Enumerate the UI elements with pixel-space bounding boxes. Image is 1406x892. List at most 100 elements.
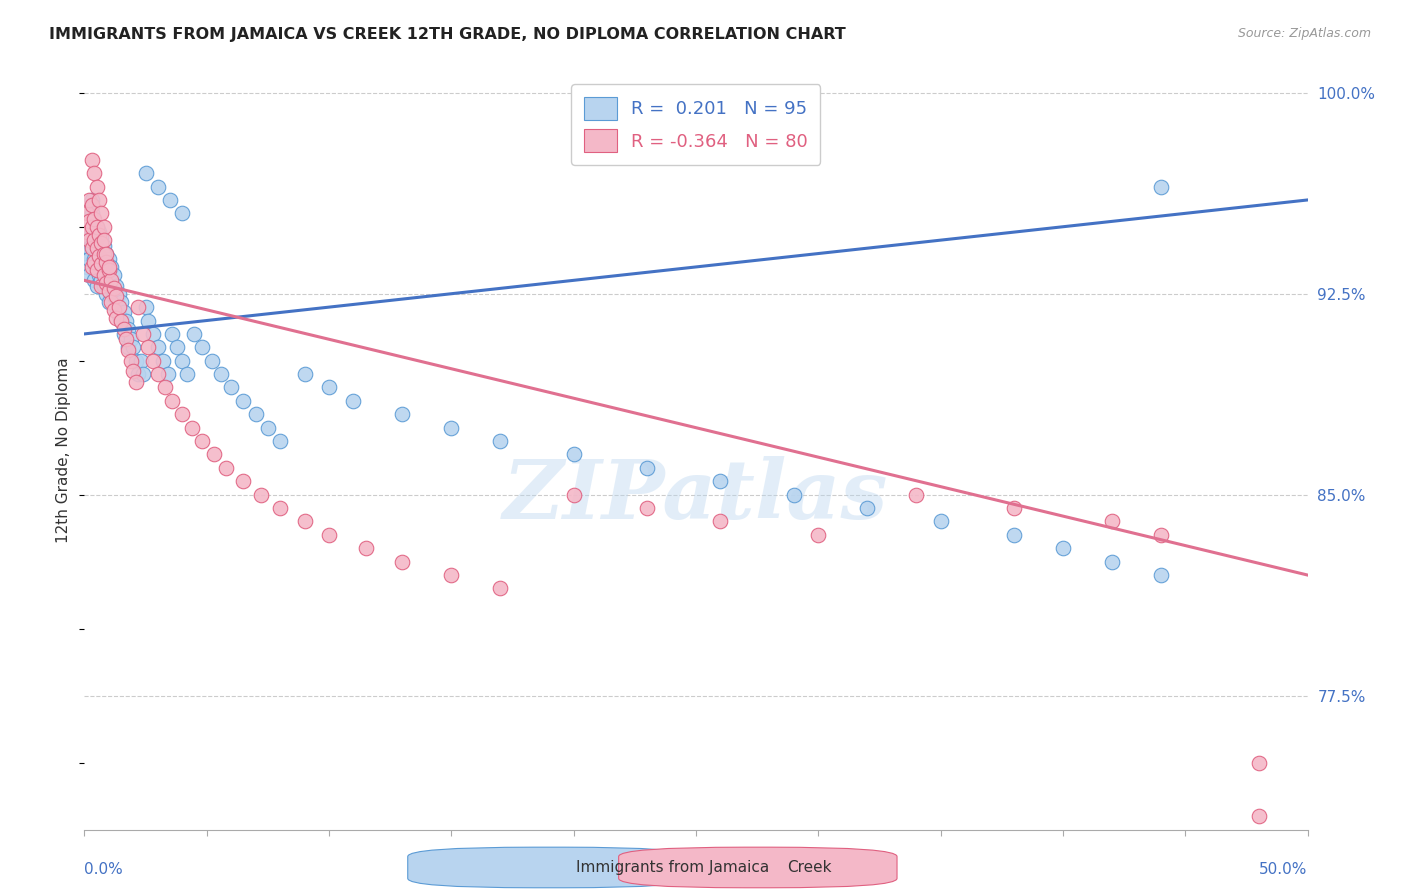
Point bbox=[232, 475, 254, 489]
Point bbox=[709, 475, 731, 489]
Point bbox=[87, 225, 110, 239]
FancyBboxPatch shape bbox=[619, 847, 897, 888]
Point bbox=[83, 211, 105, 226]
Point bbox=[146, 340, 169, 354]
Point bbox=[110, 313, 132, 327]
Point bbox=[86, 179, 108, 194]
Point bbox=[100, 294, 122, 309]
Point bbox=[1247, 756, 1270, 770]
Legend: R =  0.201   N = 95, R = -0.364   N = 80: R = 0.201 N = 95, R = -0.364 N = 80 bbox=[571, 84, 821, 165]
Point bbox=[153, 380, 176, 394]
Point bbox=[318, 528, 340, 542]
Point bbox=[107, 300, 129, 314]
Point bbox=[80, 198, 103, 212]
Point bbox=[1002, 501, 1025, 516]
Point bbox=[122, 340, 145, 354]
Point bbox=[86, 219, 108, 234]
Point bbox=[440, 420, 463, 434]
Text: Source: ZipAtlas.com: Source: ZipAtlas.com bbox=[1237, 27, 1371, 40]
Point bbox=[93, 257, 115, 271]
Point bbox=[905, 488, 928, 502]
Point bbox=[172, 353, 194, 368]
Point bbox=[83, 252, 105, 266]
Point bbox=[391, 555, 413, 569]
Point bbox=[269, 501, 291, 516]
Point bbox=[110, 313, 132, 327]
Point bbox=[97, 294, 120, 309]
Point bbox=[117, 343, 139, 357]
Point bbox=[1002, 528, 1025, 542]
Point bbox=[77, 193, 100, 207]
Point bbox=[100, 281, 122, 295]
Point bbox=[83, 273, 105, 287]
Point bbox=[87, 227, 110, 242]
Point bbox=[87, 193, 110, 207]
Point bbox=[191, 434, 214, 448]
Point bbox=[77, 233, 100, 247]
Point bbox=[100, 260, 122, 274]
Point bbox=[107, 308, 129, 322]
Point bbox=[856, 501, 879, 516]
Point bbox=[90, 230, 112, 244]
Point bbox=[135, 166, 157, 180]
Point bbox=[93, 268, 115, 282]
Point bbox=[117, 321, 139, 335]
Point bbox=[257, 420, 280, 434]
Point bbox=[115, 332, 138, 346]
Point bbox=[96, 276, 118, 290]
Point bbox=[1052, 541, 1074, 556]
Point bbox=[219, 380, 242, 394]
Point bbox=[249, 488, 271, 502]
Point bbox=[103, 302, 125, 317]
Text: Creek: Creek bbox=[787, 860, 832, 875]
Point bbox=[86, 257, 108, 271]
Point bbox=[97, 262, 120, 277]
Point bbox=[120, 332, 142, 346]
Point bbox=[132, 367, 155, 381]
Point bbox=[77, 214, 100, 228]
Point bbox=[77, 233, 100, 247]
Point bbox=[93, 219, 115, 234]
Point bbox=[83, 254, 105, 268]
Point bbox=[76, 260, 98, 274]
Point bbox=[93, 278, 115, 293]
Point bbox=[636, 501, 658, 516]
Point bbox=[100, 273, 122, 287]
Point bbox=[245, 407, 267, 421]
Point bbox=[122, 364, 145, 378]
Point bbox=[146, 367, 169, 381]
Point bbox=[135, 300, 157, 314]
Point bbox=[93, 233, 115, 247]
Point bbox=[172, 206, 194, 220]
Point bbox=[83, 230, 105, 244]
Point bbox=[86, 219, 108, 234]
Point bbox=[1150, 528, 1173, 542]
Point bbox=[783, 488, 806, 502]
Point bbox=[191, 340, 214, 354]
Point bbox=[80, 219, 103, 234]
Point bbox=[87, 268, 110, 282]
Point bbox=[117, 340, 139, 354]
Point bbox=[709, 515, 731, 529]
Point bbox=[136, 313, 159, 327]
Point bbox=[125, 353, 148, 368]
Point bbox=[162, 393, 184, 408]
Point bbox=[1150, 568, 1173, 582]
Point bbox=[97, 273, 120, 287]
Point bbox=[105, 300, 128, 314]
Point bbox=[156, 367, 179, 381]
Point bbox=[97, 260, 120, 274]
Point bbox=[391, 407, 413, 421]
Point bbox=[115, 313, 138, 327]
Point bbox=[166, 340, 188, 354]
Point bbox=[90, 206, 112, 220]
Point bbox=[76, 206, 98, 220]
Point bbox=[142, 353, 165, 368]
Point bbox=[215, 461, 238, 475]
Point bbox=[103, 281, 125, 295]
Point bbox=[103, 289, 125, 303]
Point bbox=[209, 367, 232, 381]
Text: IMMIGRANTS FROM JAMAICA VS CREEK 12TH GRADE, NO DIPLOMA CORRELATION CHART: IMMIGRANTS FROM JAMAICA VS CREEK 12TH GR… bbox=[49, 27, 846, 42]
Point bbox=[181, 420, 204, 434]
Point bbox=[96, 246, 118, 260]
